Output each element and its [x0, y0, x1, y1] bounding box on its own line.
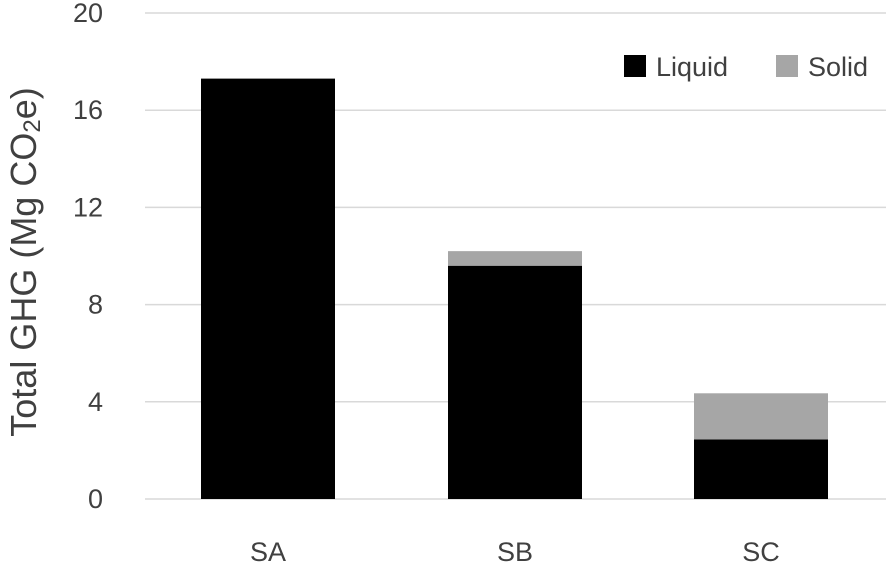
y-tick-label: 12: [73, 192, 103, 222]
bar-liquid-sc: [694, 439, 828, 499]
y-tick-label: 20: [73, 0, 103, 28]
y-axis-ticks: 0 4 8 12 16 20: [73, 0, 103, 514]
x-category-label: SB: [497, 537, 533, 564]
y-tick-label: 4: [88, 387, 103, 417]
legend-swatch-solid: [776, 55, 798, 77]
bar-liquid-sb: [448, 265, 582, 499]
bar-liquid-sa: [201, 78, 335, 500]
legend: Liquid Solid: [624, 52, 868, 82]
x-axis-categories: SA SB SC: [250, 537, 780, 564]
legend-swatch-liquid: [624, 55, 646, 77]
y-tick-label: 0: [88, 484, 103, 514]
y-tick-label: 8: [88, 290, 103, 320]
legend-label-liquid: Liquid: [656, 52, 728, 82]
bar-solid-sc: [694, 393, 828, 440]
y-tick-label: 16: [73, 95, 103, 125]
x-category-label: SC: [742, 537, 780, 564]
x-category-label: SA: [250, 537, 286, 564]
bars: [201, 78, 828, 500]
bar-solid-sb: [448, 251, 582, 266]
legend-label-solid: Solid: [808, 52, 868, 82]
y-axis-title: Total GHG (Mg CO2e): [3, 87, 46, 436]
